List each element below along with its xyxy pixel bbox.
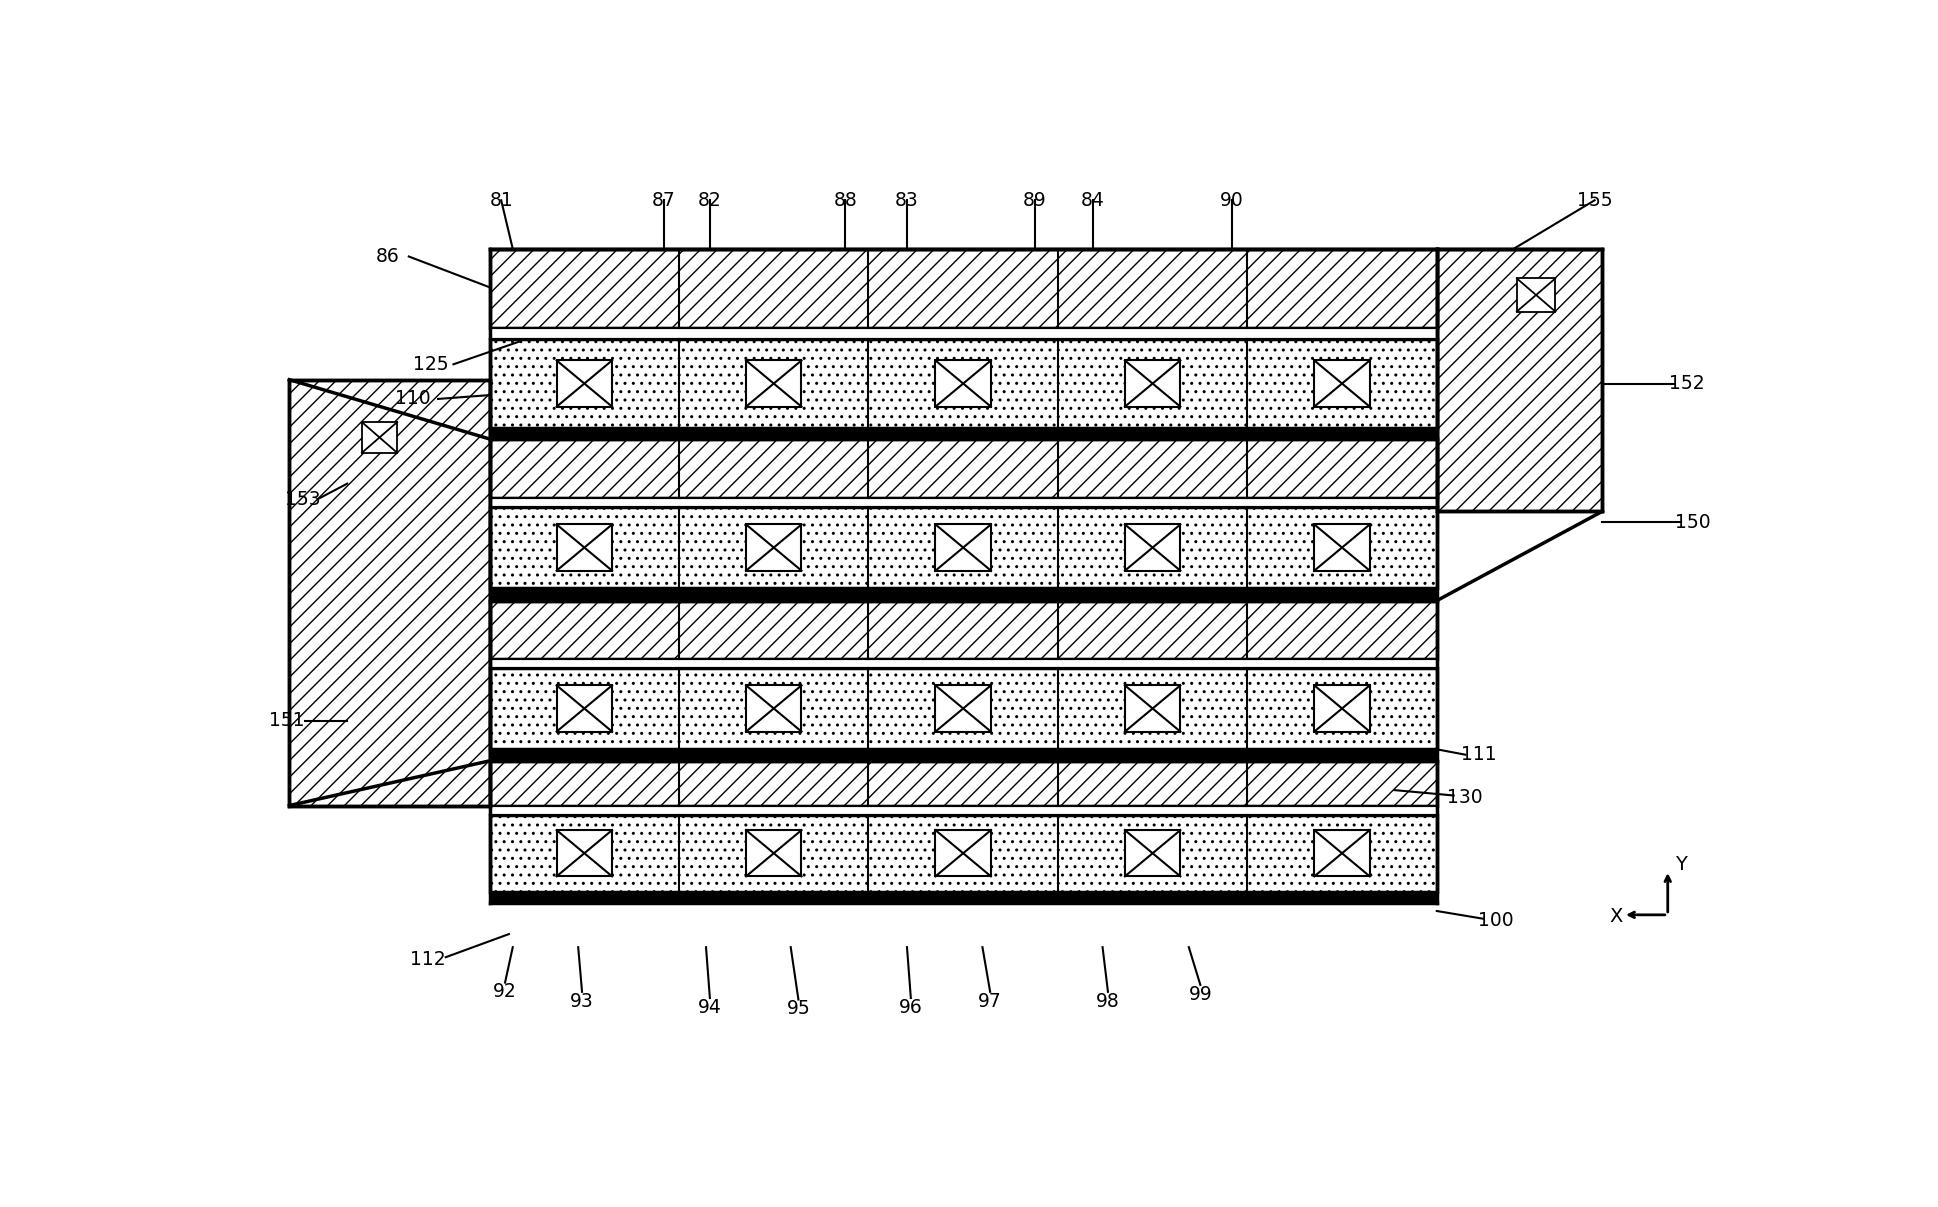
Text: 89: 89 bbox=[1023, 191, 1047, 210]
Bar bbox=[746, 830, 802, 876]
Bar bbox=[490, 439, 1436, 497]
Text: 130: 130 bbox=[1448, 788, 1483, 807]
Bar bbox=[490, 328, 1436, 339]
Text: 93: 93 bbox=[570, 992, 593, 1010]
Text: 152: 152 bbox=[1669, 374, 1705, 393]
Text: 112: 112 bbox=[411, 950, 446, 969]
Bar bbox=[490, 760, 1436, 805]
Text: 90: 90 bbox=[1221, 191, 1244, 210]
Text: 155: 155 bbox=[1578, 191, 1612, 210]
Text: 82: 82 bbox=[698, 191, 721, 210]
Text: 95: 95 bbox=[787, 999, 810, 1019]
Bar bbox=[490, 815, 1436, 892]
Bar bbox=[1314, 686, 1370, 731]
Bar bbox=[1436, 249, 1603, 512]
Bar bbox=[490, 249, 1436, 328]
Text: 87: 87 bbox=[651, 191, 676, 210]
Bar bbox=[556, 830, 612, 876]
Bar bbox=[936, 525, 990, 571]
Bar bbox=[556, 525, 612, 571]
Text: 98: 98 bbox=[1097, 992, 1120, 1010]
Bar bbox=[490, 892, 1436, 903]
Text: 92: 92 bbox=[492, 982, 517, 1002]
Bar bbox=[490, 748, 1436, 760]
Text: 88: 88 bbox=[833, 191, 857, 210]
Bar bbox=[490, 669, 1436, 748]
Bar bbox=[362, 422, 397, 453]
Text: 84: 84 bbox=[1081, 191, 1105, 210]
Text: 97: 97 bbox=[979, 992, 1002, 1010]
Bar bbox=[1314, 361, 1370, 407]
Bar bbox=[1124, 361, 1180, 407]
Text: Y: Y bbox=[1676, 855, 1688, 874]
Bar bbox=[490, 497, 1436, 507]
Bar bbox=[1124, 525, 1180, 571]
Text: 151: 151 bbox=[269, 711, 304, 730]
Text: 86: 86 bbox=[376, 247, 399, 266]
Text: 99: 99 bbox=[1188, 985, 1213, 1004]
Bar bbox=[936, 361, 990, 407]
Text: 111: 111 bbox=[1461, 745, 1496, 764]
Bar bbox=[1314, 525, 1370, 571]
Text: 83: 83 bbox=[895, 191, 919, 210]
Bar bbox=[1124, 686, 1180, 731]
Bar bbox=[289, 380, 490, 805]
Bar bbox=[936, 830, 990, 876]
Bar bbox=[490, 507, 1436, 588]
Bar bbox=[1314, 830, 1370, 876]
Text: X: X bbox=[1609, 906, 1622, 926]
Bar bbox=[746, 525, 802, 571]
Bar bbox=[490, 805, 1436, 815]
Bar bbox=[936, 686, 990, 731]
Bar bbox=[490, 601, 1436, 659]
Text: 100: 100 bbox=[1479, 911, 1514, 931]
Text: 125: 125 bbox=[413, 355, 448, 374]
Bar bbox=[556, 361, 612, 407]
Bar bbox=[1517, 279, 1556, 311]
Bar bbox=[556, 686, 612, 731]
Text: 110: 110 bbox=[395, 390, 430, 408]
Text: 153: 153 bbox=[285, 490, 320, 508]
Text: 94: 94 bbox=[698, 998, 721, 1016]
Bar bbox=[490, 659, 1436, 669]
Bar bbox=[746, 686, 802, 731]
Text: 96: 96 bbox=[899, 998, 922, 1016]
Text: 81: 81 bbox=[488, 191, 514, 210]
Bar bbox=[490, 588, 1436, 601]
Bar bbox=[746, 361, 802, 407]
Bar bbox=[1124, 830, 1180, 876]
Bar bbox=[490, 339, 1436, 428]
Text: 150: 150 bbox=[1674, 513, 1711, 531]
Bar bbox=[490, 428, 1436, 439]
